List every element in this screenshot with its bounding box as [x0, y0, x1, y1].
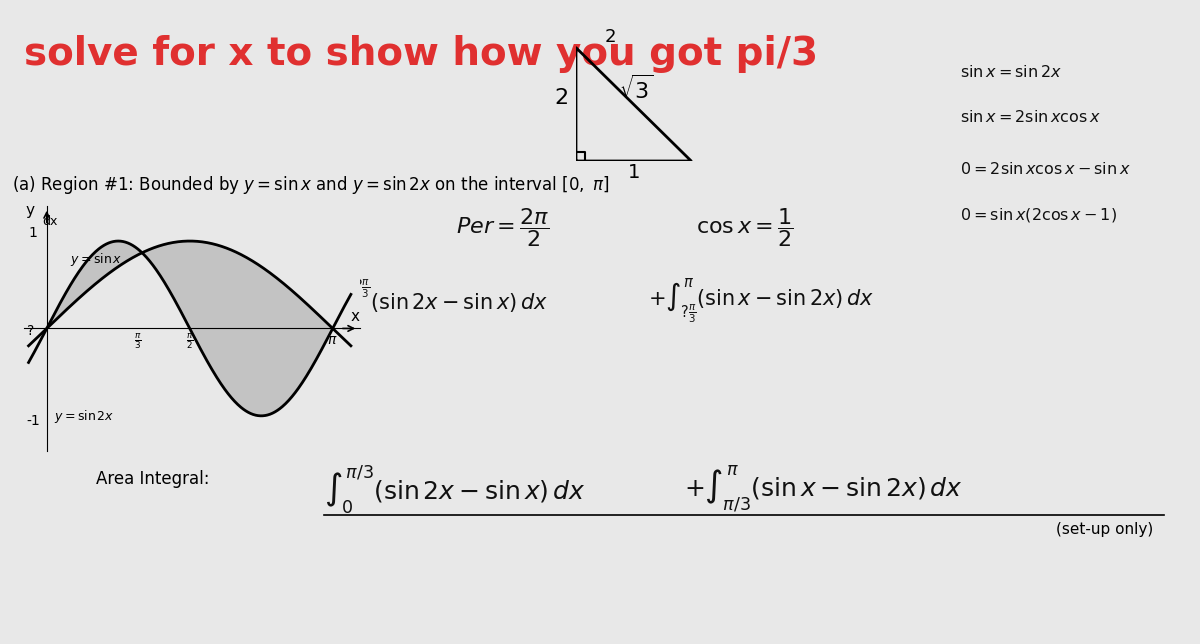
Text: (a) Region #1: Bounded by $y = \sin x$ and $y = \sin 2x$ on the interval $[0,\ \: (a) Region #1: Bounded by $y = \sin x$ a…	[12, 174, 610, 196]
Text: 2: 2	[605, 28, 617, 46]
Text: x: x	[350, 310, 360, 325]
Text: Area Integral:: Area Integral:	[96, 470, 210, 488]
Text: dx: dx	[42, 215, 58, 229]
Text: $y = \sin 2x$: $y = \sin 2x$	[54, 408, 114, 425]
Text: $0 = 2\sin x\cos x - \sin x$: $0 = 2\sin x\cos x - \sin x$	[960, 161, 1130, 177]
Text: $\int_{0}^{?\frac{\pi}{3}}(\sin 2x - \sin x)\,dx$: $\int_{0}^{?\frac{\pi}{3}}(\sin 2x - \si…	[336, 277, 548, 324]
Text: $\pi$: $\pi$	[328, 333, 338, 347]
Text: solve for x to show how you got pi/3: solve for x to show how you got pi/3	[24, 35, 818, 73]
Text: $Per = \dfrac{2\pi}{2}$: $Per = \dfrac{2\pi}{2}$	[456, 206, 550, 249]
Text: $\cos x = \dfrac{1}{2}$: $\cos x = \dfrac{1}{2}$	[696, 206, 793, 249]
Text: $\sin x = \sin 2x$: $\sin x = \sin 2x$	[960, 64, 1062, 80]
Text: 1: 1	[29, 225, 37, 240]
Text: $y = \sin x$: $y = \sin x$	[70, 251, 122, 268]
Text: $ + \int_{?\frac{\pi}{3}}^{\pi}(\sin x - \sin 2x)\,dx$: $ + \int_{?\frac{\pi}{3}}^{\pi}(\sin x -…	[648, 277, 875, 327]
Text: $\frac{\pi}{3}$: $\frac{\pi}{3}$	[133, 332, 142, 351]
Text: 2: 2	[554, 88, 569, 108]
Text: $0 = \sin x(2\cos x - 1)$: $0 = \sin x(2\cos x - 1)$	[960, 206, 1117, 224]
Text: y: y	[26, 203, 35, 218]
Text: (set-up only): (set-up only)	[1056, 522, 1153, 536]
Text: $\int_{0}^{\pi/3}(\sin 2x - \sin x)\,dx$: $\int_{0}^{\pi/3}(\sin 2x - \sin x)\,dx$	[324, 464, 586, 516]
Text: -1: -1	[26, 413, 40, 428]
Text: $\sin x = 2\sin x\cos x$: $\sin x = 2\sin x\cos x$	[960, 109, 1100, 126]
Text: $\sqrt{3}$: $\sqrt{3}$	[619, 74, 654, 102]
Text: $\frac{\pi}{2}$: $\frac{\pi}{2}$	[186, 332, 193, 351]
Text: 1: 1	[628, 163, 640, 182]
Text: $ + \int_{\pi/3}^{\pi}(\sin x - \sin 2x)\,dx$: $ + \int_{\pi/3}^{\pi}(\sin x - \sin 2x)…	[684, 464, 962, 514]
Text: ?: ?	[26, 325, 34, 339]
